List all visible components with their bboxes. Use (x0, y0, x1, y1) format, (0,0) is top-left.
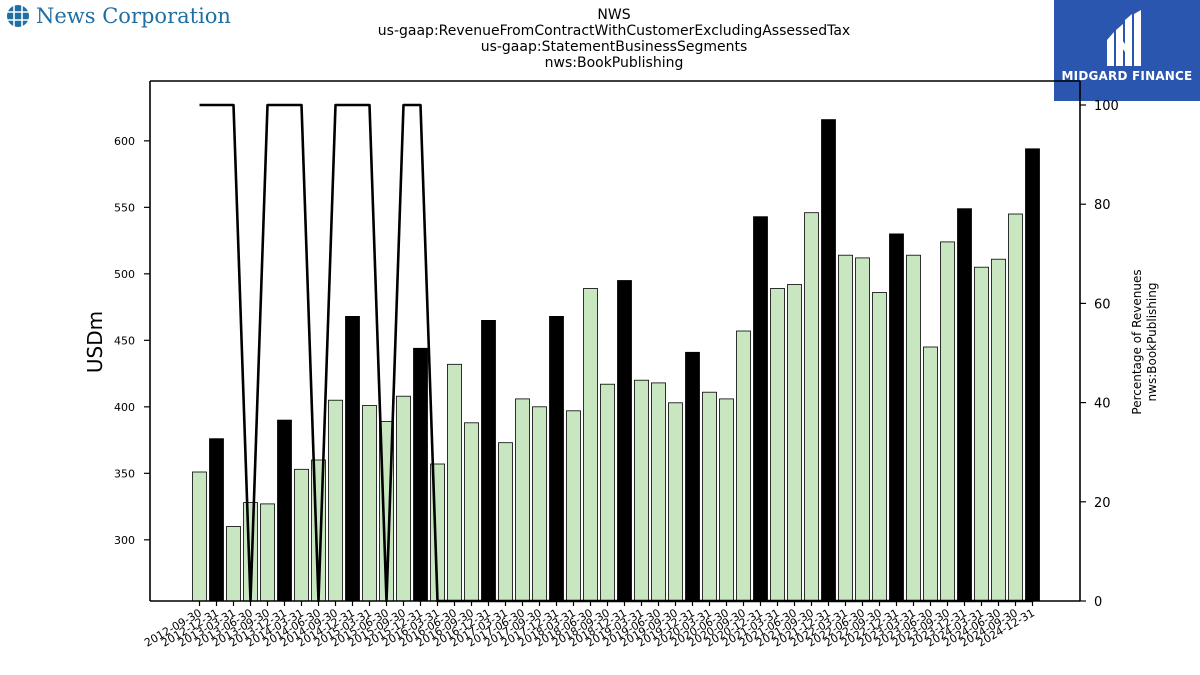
bar-series (192, 119, 1040, 602)
y-tick-label: 500 (114, 268, 135, 281)
chart-title: NWS us-gaap:RevenueFromContractWithCusto… (300, 7, 928, 71)
bar-2023-03-31 (906, 254, 921, 602)
bar-2024-06-30 (991, 258, 1006, 602)
bar-2019-12-31 (685, 351, 700, 602)
bar-2016-12-31 (481, 319, 496, 602)
watermark-text: MIDGARD FINANCE (1061, 69, 1193, 83)
bar-2018-03-31 (566, 410, 581, 602)
bar-2023-12-31 (957, 208, 972, 602)
bar-2017-09-30 (532, 406, 547, 602)
bar-2014-09-30 (328, 399, 343, 602)
title-line-axis: us-gaap:StatementBusinessSegments (480, 39, 748, 55)
bar-2021-03-31 (770, 288, 785, 602)
bar-2013-12-31 (277, 419, 292, 602)
y2-axis-label-line-1: Percentage of Revenues (1130, 269, 1144, 414)
y2-tick-label: 40 (1094, 397, 1111, 412)
y2-tick-label: 60 (1094, 297, 1111, 312)
x-axis-ticks: 2012-09-302012-12-312013-03-312013-06-30… (142, 601, 1037, 650)
bar-2021-06-30 (787, 284, 802, 602)
y-tick-label: 300 (114, 534, 135, 547)
bar-2020-09-30 (736, 330, 751, 602)
bar-2019-06-30 (651, 382, 666, 602)
bar-2017-03-31 (498, 442, 513, 602)
bar-2024-12-31 (1025, 148, 1040, 602)
y-tick-label: 550 (114, 201, 135, 214)
bar-2016-06-30 (447, 363, 462, 602)
bar-2024-09-30 (1008, 213, 1023, 602)
bar-2014-12-31 (345, 315, 360, 602)
title-line-member: nws:BookPublishing (544, 55, 684, 71)
bar-2012-12-31 (209, 438, 224, 602)
left-axis-ticks: 300 350 400 450 500 550 600 (114, 135, 150, 547)
bar-2019-09-30 (668, 402, 683, 602)
bar-2020-12-31 (753, 216, 768, 602)
bar-2022-09-30 (872, 292, 887, 602)
title-line-ticker: NWS (597, 7, 631, 23)
y-tick-label: 600 (114, 135, 135, 148)
bar-2024-03-31 (974, 266, 989, 602)
y2-tick-label: 0 (1094, 595, 1102, 610)
bar-2014-03-31 (294, 468, 309, 602)
bar-2015-12-31 (413, 347, 428, 602)
bar-2021-12-31 (821, 119, 836, 602)
bar-2017-06-30 (515, 398, 530, 602)
bar-2019-03-31 (634, 379, 649, 602)
bar-2020-03-31 (702, 391, 717, 602)
midgard-finance-logo: MIDGARD FINANCE (1054, 0, 1200, 101)
right-axis-ticks: 0 20 40 60 80 100 (1080, 99, 1119, 610)
bar-2023-09-30 (940, 241, 955, 602)
bar-2016-09-30 (464, 422, 479, 602)
title-line-concept: us-gaap:RevenueFromContractWithCustomerE… (377, 23, 851, 39)
y-tick-label: 450 (114, 334, 135, 347)
bar-2021-09-30 (804, 212, 819, 602)
bar-2015-09-30 (396, 395, 411, 602)
globe-grid-icon (7, 5, 29, 27)
axes (149, 80, 1081, 602)
y2-tick-label: 80 (1094, 198, 1111, 213)
midgard-monogram-icon (1107, 10, 1141, 66)
bar-2018-09-30 (600, 383, 615, 602)
y2-tick-label: 20 (1094, 496, 1111, 511)
y2-tick-label: 100 (1094, 99, 1119, 114)
bar-2013-09-30 (260, 503, 275, 602)
bar-2020-06-30 (719, 398, 734, 602)
y-tick-label: 400 (114, 401, 135, 414)
bar-2013-03-31 (226, 526, 241, 602)
y2-axis-label-line-2: nws:BookPublishing (1145, 283, 1159, 402)
y-axis-label: USDm (83, 311, 107, 373)
bar-2012-09-30 (192, 471, 207, 602)
bar-2022-12-31 (889, 233, 904, 602)
bar-2018-12-31 (617, 280, 632, 602)
brand-name: News Corporation (36, 4, 231, 28)
bar-2017-12-31 (549, 315, 564, 602)
bar-2018-06-30 (583, 288, 598, 602)
bar-2022-03-31 (838, 254, 853, 602)
bar-2015-03-31 (362, 405, 377, 602)
y-tick-label: 350 (114, 467, 135, 480)
bar-2022-06-30 (855, 257, 870, 602)
brand-logo: News Corporation (6, 4, 231, 28)
bar-2023-06-30 (923, 346, 938, 602)
